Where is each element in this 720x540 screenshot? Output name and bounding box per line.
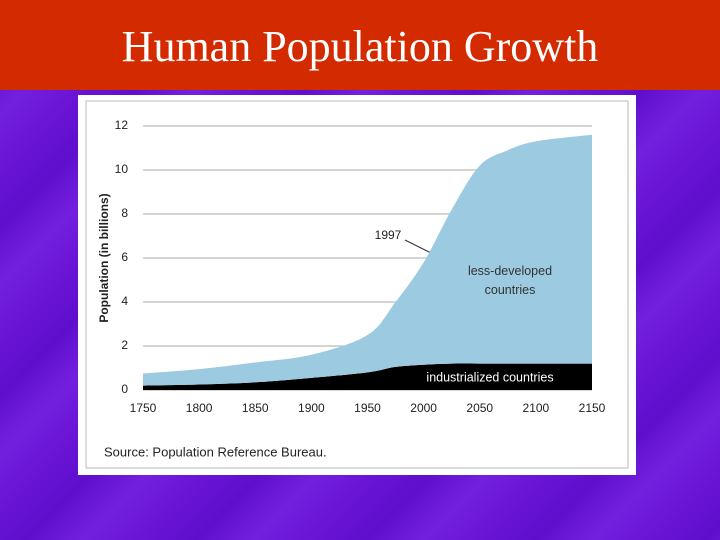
- y-tick-label: 0: [121, 382, 128, 396]
- source-note: Source: Population Reference Bureau.: [104, 444, 327, 459]
- chart-frame: [85, 100, 629, 469]
- x-tick-label: 2050: [466, 401, 493, 415]
- area: [143, 363, 592, 390]
- x-tick-label: 1950: [354, 401, 381, 415]
- x-tick-label: 2150: [579, 401, 606, 415]
- y-tick-label: 6: [121, 250, 128, 264]
- y-tick-label: 2: [121, 338, 128, 352]
- y-axis-label: Population (in billions): [97, 193, 111, 322]
- slide-title: Human Population Growth: [0, 0, 720, 90]
- series-label: industrialized countries: [426, 370, 553, 384]
- x-tick-label: 1800: [186, 401, 213, 415]
- y-tick-label: 10: [115, 162, 129, 176]
- x-tick-label: 1850: [242, 401, 269, 415]
- y-tick-label: 12: [115, 118, 129, 132]
- area: [143, 134, 592, 386]
- annotation-pointer: [404, 239, 432, 254]
- x-tick-label: 1750: [130, 401, 157, 415]
- series-label: less-developed countries: [467, 264, 553, 297]
- x-tick-label: 2100: [523, 401, 550, 415]
- x-tick-label: 2000: [410, 401, 437, 415]
- x-tick-label: 1900: [298, 401, 325, 415]
- y-tick-label: 8: [121, 206, 128, 220]
- annotation: 1997: [375, 228, 402, 242]
- y-tick-label: 4: [121, 294, 128, 308]
